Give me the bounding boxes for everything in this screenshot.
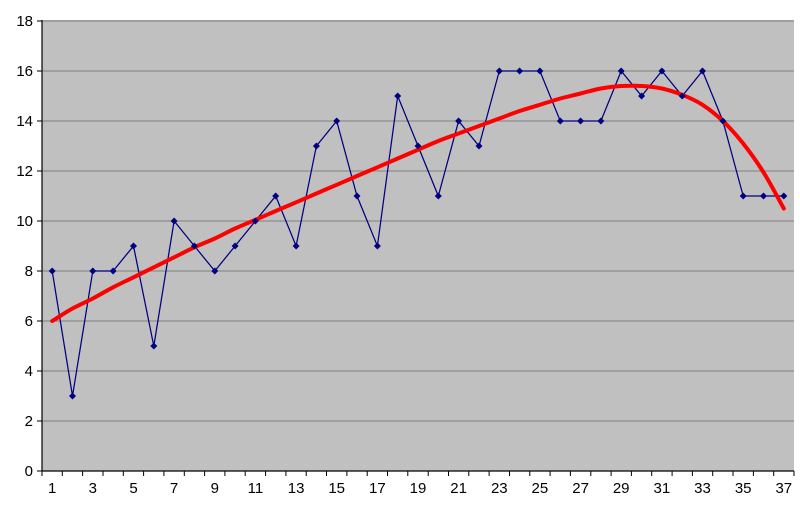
data-point-marker [48,267,56,275]
data-point-marker [658,67,666,75]
x-axis-label: 17 [369,480,386,497]
data-point-marker [434,192,442,200]
data-point-marker [556,117,564,125]
x-axis-label: 37 [775,480,792,497]
x-axis-label: 19 [410,480,427,497]
data-point-marker [170,217,178,225]
x-axis-label: 33 [694,480,711,497]
trend-line [50,83,786,323]
x-axis-label: 35 [735,480,752,497]
y-axis-ticks [37,20,42,472]
data-point-marker [251,217,259,225]
data-point-marker [638,92,646,100]
data-point-marker [333,117,341,125]
x-axis-label: 13 [288,480,305,497]
data-point-marker [739,192,747,200]
data-point-marker [373,242,381,250]
x-axis-ticks [41,471,795,476]
data-point-marker [211,267,219,275]
y-axis-label: 4 [25,363,33,380]
data-point-marker [394,92,402,100]
axes [41,20,794,472]
data-point-marker [353,192,361,200]
data-point-marker [780,192,788,200]
data-point-marker [455,117,463,125]
x-axis-label: 5 [129,480,137,497]
data-point-marker [272,192,280,200]
data-point-marker [190,242,198,250]
x-axis-label: 25 [532,480,549,497]
data-point-marker [536,67,544,75]
data-point-marker [89,267,97,275]
data-point-marker [231,242,239,250]
x-axis-label: 27 [572,480,589,497]
data-point-marker [312,142,320,150]
x-axis-label: 29 [613,480,630,497]
x-axis-label: 21 [450,480,467,497]
y-axis-label: 6 [25,313,33,330]
y-axis-label: 10 [16,213,33,230]
y-axis-label: 0 [25,463,33,480]
data-point-marker [109,267,117,275]
x-axis-label: 31 [654,480,671,497]
y-axis-label: 18 [16,13,33,30]
x-axis-label: 7 [170,480,178,497]
gridlines [42,20,794,422]
x-axis-label: 1 [48,480,56,497]
x-axis-labels: 1 3 5 7 9 11 13 15 17 19 21 23 25 27 29 31 33 35 37 [48,480,792,497]
x-axis-label: 9 [211,480,219,497]
x-axis-label: 11 [248,480,264,497]
data-point-marker [495,67,503,75]
data-point-marker [760,192,767,200]
data-point-marker [292,242,300,250]
data-point-marker [414,142,422,150]
y-axis-label: 16 [16,63,33,80]
y-axis-label: 14 [16,113,33,130]
data-point-marker [475,142,483,150]
x-axis-label: 23 [491,480,508,497]
data-point-marker [577,117,585,125]
data-point-marker [678,92,686,100]
y-axis-label: 12 [16,163,33,180]
data-point-markers [48,67,788,400]
data-point-marker [69,392,76,400]
data-point-marker [617,67,625,75]
data-point-marker [719,117,727,125]
y-axis-label: 8 [25,263,33,280]
data-point-marker [699,67,706,75]
x-axis-label: 15 [328,480,345,497]
y-axis-labels: 0 2 4 6 8 10 12 14 16 18 [16,13,33,480]
data-point-marker [597,117,605,125]
data-point-marker [516,67,524,75]
x-axis-label: 3 [89,480,97,497]
data-point-marker [150,342,158,350]
plot-area [42,20,794,471]
y-axis-label: 2 [25,413,33,430]
data-point-marker [130,242,137,250]
